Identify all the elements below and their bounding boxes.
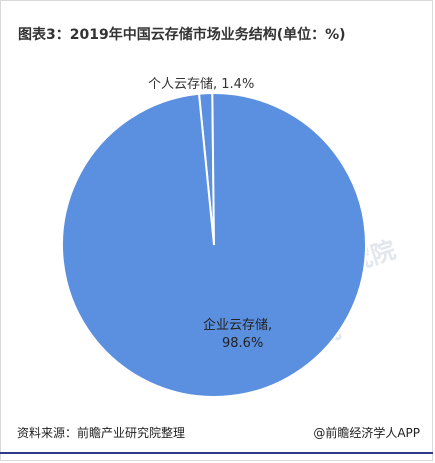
chart-title: 图表3：2019年中国云存储市场业务结构(单位：%) bbox=[18, 27, 346, 43]
pie-labels: 个人云存储, 1.4% 企业云存储, 98.6% bbox=[148, 77, 272, 351]
pie-slices bbox=[61, 91, 367, 398]
source-note: 资料来源：前瞻产业研究院整理 bbox=[17, 426, 186, 440]
slice-label: 个人云存储, 1.4% bbox=[148, 77, 254, 92]
slice-value-label: 98.6% bbox=[222, 336, 263, 351]
footer-divider bbox=[0, 452, 433, 454]
pie-slice bbox=[61, 92, 367, 398]
slice-label: 企业云存储, bbox=[203, 317, 272, 333]
credit-note: @前瞻经济学人APP bbox=[313, 426, 420, 440]
